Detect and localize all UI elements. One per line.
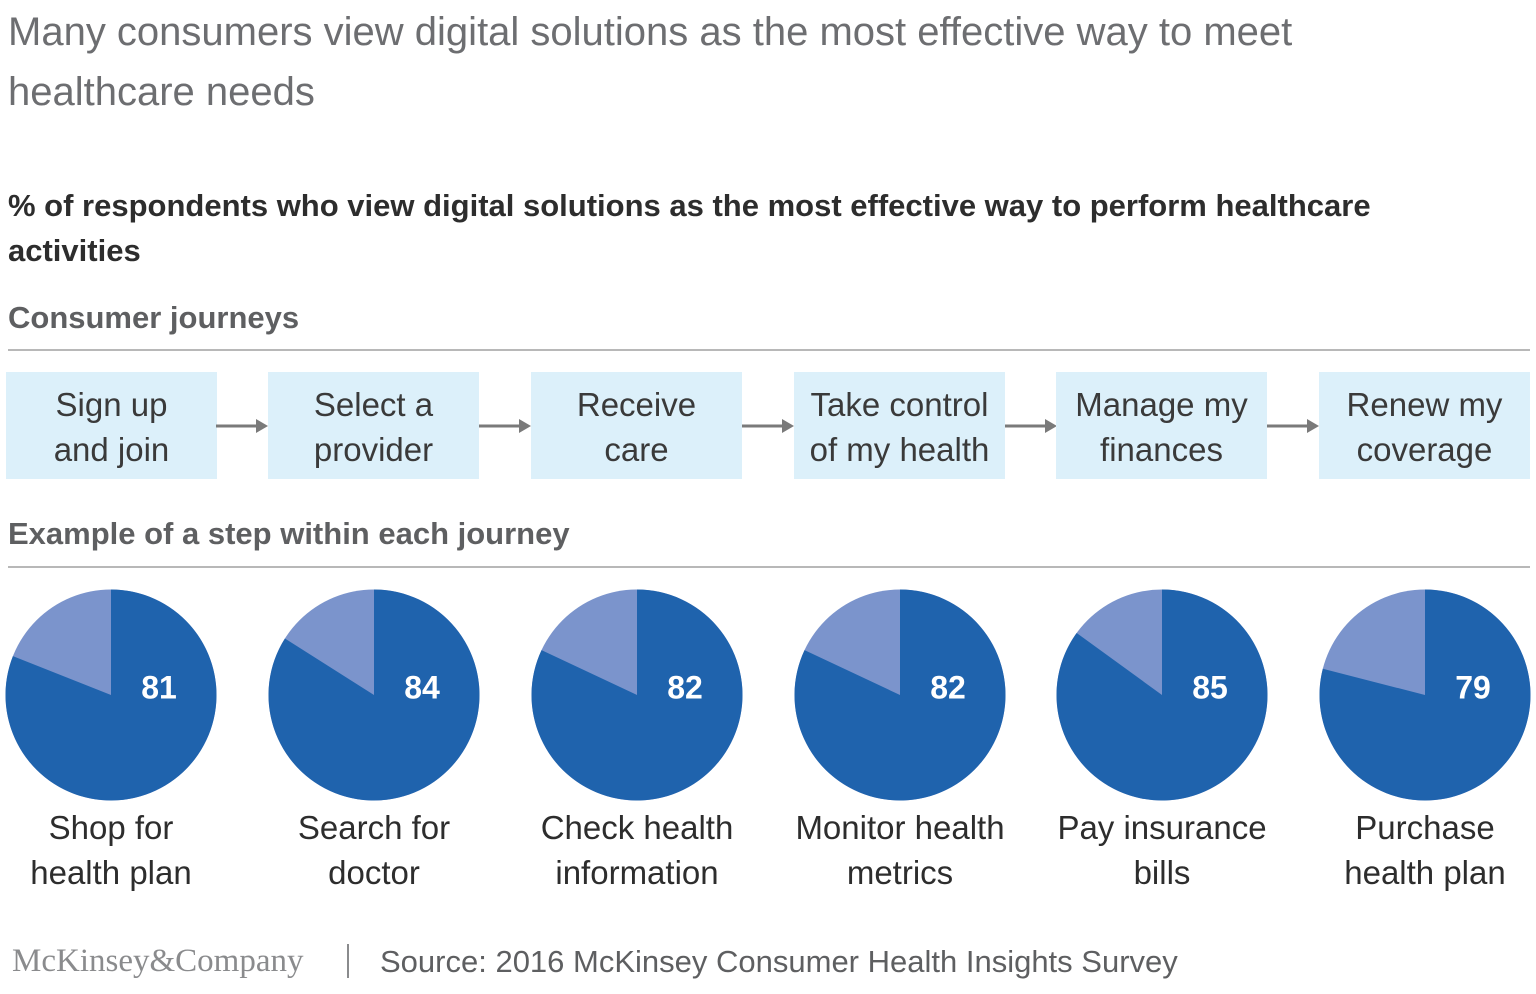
journey-box-4: Take control of my health <box>794 372 1005 479</box>
pie-slice-2 <box>268 589 480 801</box>
journey-label-1: Sign up and join <box>53 385 170 468</box>
pie-label-6: Purchase health plan <box>1344 809 1506 891</box>
pie-slice-1 <box>5 589 217 801</box>
journey-box-1: Sign up and join <box>6 372 217 479</box>
journey-box-3: Receive care <box>531 372 742 479</box>
steps-divider <box>8 566 1530 568</box>
pie-slice-4 <box>794 589 1006 801</box>
arrow-icon-4 <box>1005 419 1057 433</box>
chart-title: Many consumers view digital solutions as… <box>8 10 1293 114</box>
pie-label-1: Shop for health plan <box>30 809 192 891</box>
footer-separator <box>347 944 349 978</box>
journey-box-6: Renew my coverage <box>1319 372 1530 479</box>
journey-label-3: Receive care <box>576 385 697 468</box>
pie-slice-6 <box>1319 589 1531 801</box>
arrow-icon-1 <box>216 419 268 433</box>
pie-charts: 81 84 82 82 85 79 <box>5 589 1531 801</box>
journey-label-4: Take control of my health <box>809 385 990 468</box>
arrow-icon-5 <box>1267 419 1319 433</box>
arrow-icon-3 <box>742 419 794 433</box>
journeys-divider <box>8 349 1530 351</box>
pie-value-label-4: 82 <box>930 669 966 705</box>
pie-slice-5 <box>1056 589 1268 801</box>
arrow-icon-2 <box>479 419 531 433</box>
pie-value-label-6: 79 <box>1455 669 1491 705</box>
pie-label-3: Check health information <box>540 809 734 891</box>
journey-label-5: Manage my finances <box>1075 385 1248 468</box>
journeys-section-label: Consumer journeys <box>8 300 300 335</box>
journey-box-5: Manage my finances <box>1056 372 1267 479</box>
pie-value-label-1: 81 <box>141 669 177 705</box>
pie-slice-3 <box>531 589 743 801</box>
chart-subtitle: % of respondents who view digital soluti… <box>8 188 1371 268</box>
pie-label-2: Search for doctor <box>297 809 451 891</box>
steps-section-label: Example of a step within each journey <box>8 516 570 551</box>
pie-label-4: Monitor health metrics <box>795 809 1005 891</box>
source-note: Source: 2016 McKinsey Consumer Health In… <box>380 944 1178 979</box>
pie-value-label-3: 82 <box>667 669 703 705</box>
pie-value-label-2: 84 <box>404 669 440 705</box>
pie-label-5: Pay insurance bills <box>1057 809 1267 891</box>
journey-label-6: Renew my coverage <box>1346 385 1503 468</box>
pie-value-label-5: 85 <box>1192 669 1228 705</box>
journey-box-2: Select a provider <box>268 372 479 479</box>
journey-label-2: Select a provider <box>313 385 434 468</box>
mckinsey-logo: McKinsey&Company <box>12 943 304 979</box>
